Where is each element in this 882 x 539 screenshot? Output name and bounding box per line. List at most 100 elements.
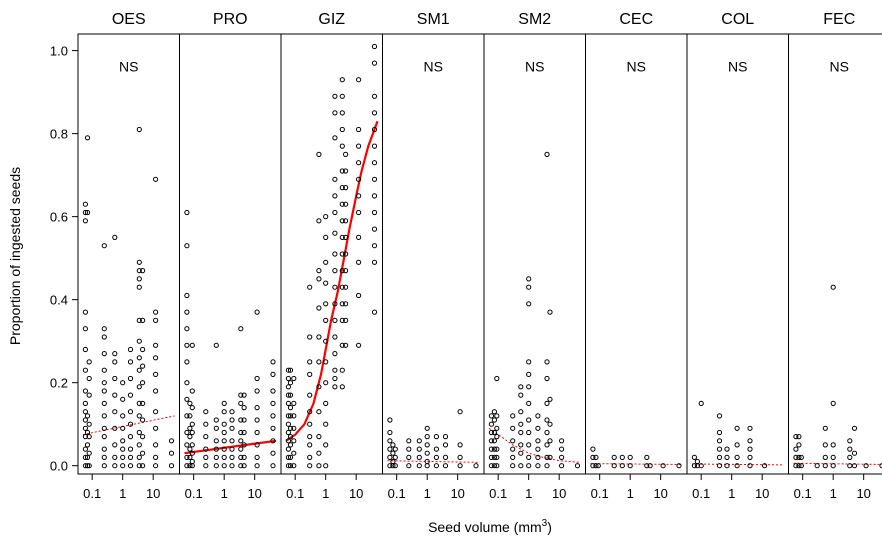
data-point bbox=[526, 359, 532, 365]
y-tick-label: 0.8 bbox=[50, 127, 68, 142]
data-point bbox=[187, 425, 193, 431]
data-point bbox=[112, 409, 118, 415]
data-point bbox=[84, 413, 91, 419]
data-point bbox=[238, 400, 244, 406]
data-point bbox=[526, 442, 532, 448]
data-point bbox=[716, 454, 723, 460]
data-point bbox=[291, 425, 297, 431]
data-point bbox=[544, 375, 550, 382]
data-point bbox=[221, 454, 227, 460]
x-tick-label: 1 bbox=[525, 486, 532, 501]
data-point bbox=[356, 259, 362, 265]
data-point bbox=[724, 463, 730, 469]
data-point bbox=[221, 429, 227, 436]
data-point bbox=[136, 413, 142, 419]
data-point bbox=[491, 446, 497, 452]
data-point bbox=[184, 413, 190, 419]
data-point bbox=[241, 417, 247, 423]
data-point bbox=[120, 413, 126, 419]
data-point bbox=[153, 442, 159, 448]
data-point bbox=[526, 384, 532, 390]
data-point bbox=[544, 359, 550, 365]
data-point bbox=[356, 176, 362, 182]
data-point bbox=[184, 359, 190, 365]
data-point bbox=[457, 442, 463, 448]
data-point bbox=[153, 309, 159, 315]
data-point bbox=[371, 243, 378, 249]
data-point bbox=[323, 338, 329, 344]
data-point bbox=[851, 450, 858, 456]
data-point bbox=[316, 384, 322, 390]
data-point bbox=[241, 463, 247, 469]
data-point bbox=[814, 463, 820, 469]
panel-frame bbox=[585, 33, 688, 475]
data-point bbox=[339, 168, 345, 174]
data-point bbox=[120, 454, 126, 460]
data-point bbox=[494, 454, 500, 460]
data-point bbox=[559, 463, 565, 469]
data-point bbox=[491, 417, 497, 423]
x-tick-label: 0.1 bbox=[591, 486, 609, 501]
data-point bbox=[343, 251, 349, 257]
data-point bbox=[307, 434, 313, 440]
fitted-curve bbox=[82, 415, 175, 436]
data-point bbox=[544, 442, 550, 448]
data-point bbox=[189, 342, 195, 348]
panel-frame bbox=[686, 33, 789, 475]
data-point bbox=[343, 218, 349, 224]
data-point bbox=[168, 438, 175, 444]
data-point bbox=[406, 463, 412, 469]
data-point bbox=[332, 193, 338, 199]
data-point bbox=[339, 367, 345, 373]
data-point bbox=[285, 413, 291, 419]
data-point bbox=[371, 209, 378, 216]
data-point bbox=[433, 454, 439, 460]
data-point bbox=[254, 309, 260, 315]
data-point bbox=[793, 454, 799, 460]
data-point bbox=[323, 442, 329, 448]
data-point bbox=[229, 409, 235, 415]
data-point bbox=[84, 442, 91, 448]
data-point bbox=[356, 209, 362, 216]
data-point bbox=[285, 375, 291, 382]
x-axis-title-close: ) bbox=[547, 519, 552, 535]
data-point bbox=[371, 93, 378, 99]
data-point bbox=[494, 413, 500, 419]
data-point bbox=[611, 454, 617, 460]
data-point bbox=[285, 384, 291, 390]
data-point bbox=[323, 359, 329, 365]
data-point bbox=[332, 317, 338, 323]
data-point bbox=[691, 454, 698, 460]
data-point bbox=[203, 463, 209, 469]
significance-label: NS bbox=[728, 58, 747, 74]
data-point bbox=[494, 425, 500, 431]
data-point bbox=[307, 371, 313, 377]
data-point bbox=[84, 135, 91, 141]
data-point bbox=[291, 450, 297, 456]
data-point bbox=[112, 463, 118, 469]
data-point bbox=[647, 463, 653, 469]
data-point bbox=[84, 209, 91, 216]
data-point bbox=[830, 442, 836, 448]
panel-title: PRO bbox=[213, 11, 248, 28]
data-point bbox=[332, 375, 338, 382]
data-point bbox=[339, 93, 345, 99]
x-tick-label: 1 bbox=[424, 486, 431, 501]
data-point bbox=[406, 438, 412, 444]
data-point bbox=[287, 367, 294, 373]
data-point bbox=[371, 259, 378, 265]
fitted-curve bbox=[691, 463, 784, 466]
data-point bbox=[86, 392, 92, 398]
data-point bbox=[82, 454, 89, 460]
data-point bbox=[796, 454, 802, 460]
data-point bbox=[387, 417, 393, 423]
data-point bbox=[270, 463, 276, 469]
data-point bbox=[724, 454, 730, 460]
data-point bbox=[734, 442, 740, 448]
data-point bbox=[544, 417, 550, 423]
data-point bbox=[140, 346, 146, 353]
data-point bbox=[339, 201, 345, 207]
data-point bbox=[457, 463, 463, 469]
data-point bbox=[213, 438, 219, 444]
